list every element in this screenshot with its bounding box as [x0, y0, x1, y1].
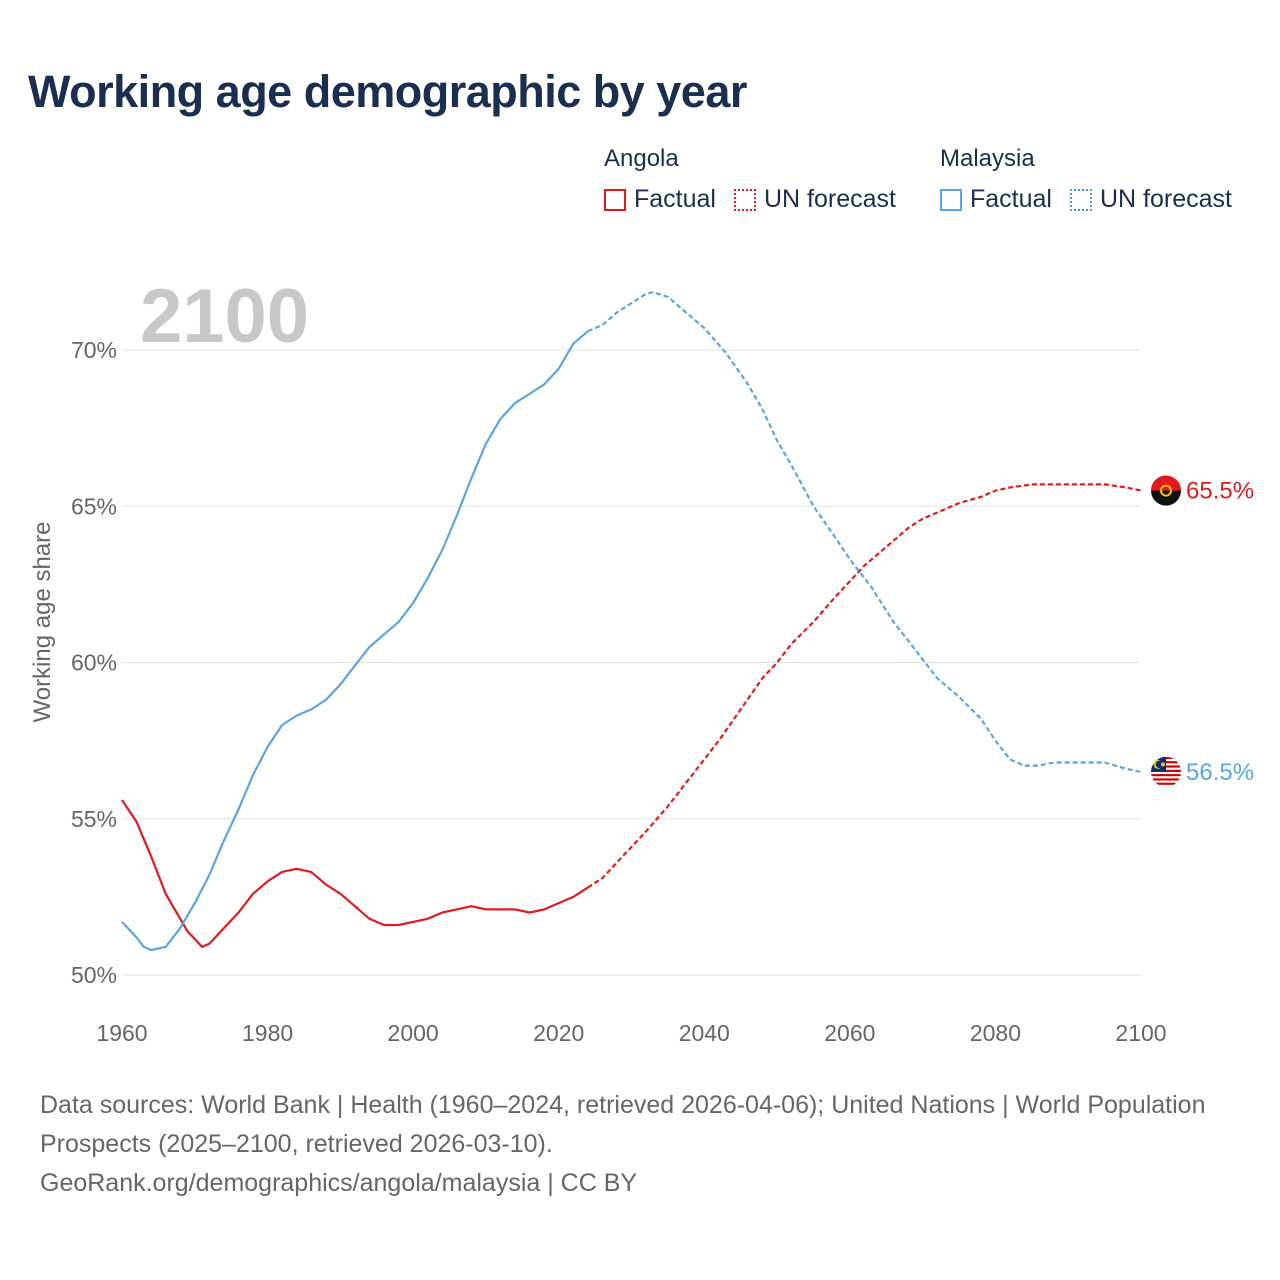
- legend-malaysia-forecast[interactable]: UN forecast: [1069, 185, 1232, 214]
- y-tick-label: 70%: [71, 337, 117, 363]
- y-axis-ticks: 50% 55% 60% 65% 70%: [71, 337, 117, 988]
- malaysia-forecast-swatch-icon: [1069, 188, 1092, 211]
- legend-angola-forecast[interactable]: UN forecast: [733, 185, 896, 214]
- x-axis-ticks: 1960 1980 2000 2020 2040 2060 2080 2100: [96, 1020, 1166, 1046]
- y-tick-label: 60%: [71, 650, 117, 676]
- malaysia-flag-stripe: [1151, 782, 1181, 785]
- series-layer: [121, 291, 1142, 952]
- year-watermark: 2100: [140, 274, 309, 359]
- legend-angola: Angola Factual UN forecast: [604, 145, 914, 214]
- legend-angola-factual[interactable]: Factual: [604, 185, 716, 214]
- angola-flag-top: [1151, 475, 1181, 491]
- x-tick-label: 2060: [824, 1020, 875, 1046]
- angola-factual-line: [121, 799, 589, 949]
- legend-angola-country: Angola: [604, 145, 679, 172]
- gridlines: [122, 349, 1141, 976]
- attribution: GeoRank.org/demographics/angola/malaysia…: [40, 1169, 638, 1197]
- malaysia-forecast-line: [587, 291, 1142, 773]
- chart-title: Working age demographic by year: [28, 66, 747, 117]
- line-chart: 50% 55% 60% 65% 70% 1960 1980 2000 2020 2040 2060…: [29, 274, 1254, 1046]
- x-tick-label: 2000: [388, 1020, 439, 1046]
- malaysia-flag-stripe: [1151, 774, 1181, 777]
- angola-flag-emblem: [1160, 484, 1172, 497]
- x-tick-label: 2040: [679, 1020, 730, 1046]
- angola-forecast-line: [587, 483, 1142, 889]
- end-markers: 65.5% 56.5%: [1151, 475, 1254, 787]
- legend-malaysia-factual[interactable]: Factual: [940, 185, 1052, 214]
- angola-end-label: 65.5%: [1186, 478, 1254, 505]
- legend-malaysia-country: Malaysia: [940, 145, 1035, 172]
- legend-angola-forecast-label: UN forecast: [763, 185, 896, 213]
- y-tick-label: 65%: [71, 493, 117, 519]
- angola-flag-icon: [1151, 475, 1181, 506]
- malaysia-flag-icon: [1151, 756, 1181, 787]
- malaysia-flag-stripe: [1151, 778, 1181, 781]
- x-tick-label: 2080: [970, 1020, 1021, 1046]
- malaysia-flag-body: [1151, 756, 1181, 787]
- x-tick-label: 1980: [242, 1020, 293, 1046]
- y-tick-label: 50%: [71, 962, 117, 988]
- malaysia-flag-star: [1161, 762, 1165, 767]
- footer: Data sources: World Bank | Health (1960–…: [40, 1086, 1240, 1203]
- x-tick-label: 2100: [1115, 1020, 1166, 1046]
- malaysia-end-label: 56.5%: [1186, 759, 1254, 786]
- legend-angola-factual-label: Factual: [634, 185, 716, 213]
- malaysia-factual-line: [121, 330, 589, 952]
- angola-factual-swatch-icon: [604, 188, 626, 211]
- legend-malaysia-factual-label: Factual: [970, 185, 1052, 213]
- legend-malaysia-forecast-label: UN forecast: [1099, 185, 1232, 213]
- x-tick-label: 2020: [533, 1020, 584, 1046]
- y-axis-title: Working age share: [29, 522, 56, 723]
- x-tick-label: 1960: [96, 1020, 147, 1046]
- malaysia-flag-moon-cut: [1155, 760, 1164, 769]
- angola-forecast-swatch-icon: [733, 188, 756, 211]
- legend-malaysia: Malaysia Factual UN forecast: [940, 145, 1250, 214]
- data-sources: Data sources: World Bank | Health (1960–…: [40, 1091, 1206, 1158]
- y-tick-label: 55%: [71, 806, 117, 832]
- malaysia-factual-swatch-icon: [940, 188, 962, 211]
